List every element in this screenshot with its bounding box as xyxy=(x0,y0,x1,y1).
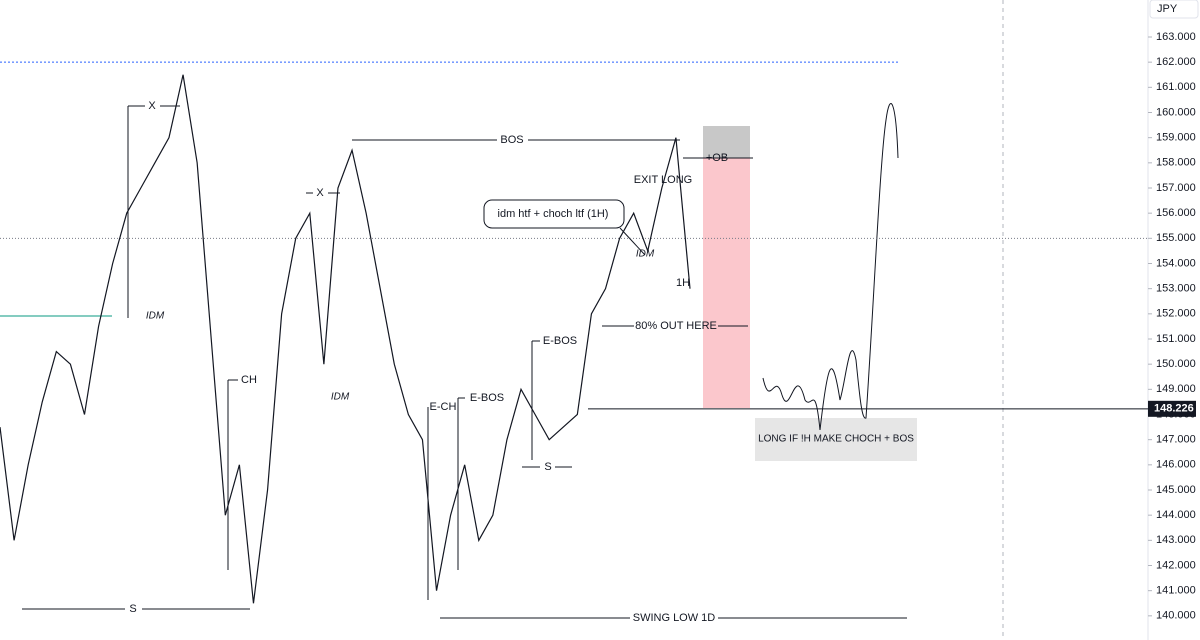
annotation: CH xyxy=(241,374,257,386)
annotation: E-CH xyxy=(430,401,457,413)
y-tick-label: 157.000 xyxy=(1156,182,1196,194)
y-tick-label: 161.000 xyxy=(1156,81,1196,93)
note-box xyxy=(755,418,917,461)
y-tick-label: 155.000 xyxy=(1156,232,1196,244)
y-tick-label: 141.000 xyxy=(1156,585,1196,597)
y-tick-label: 153.000 xyxy=(1156,283,1196,295)
annotation: +OB xyxy=(706,152,728,164)
annotation: E-BOS xyxy=(543,335,577,347)
annotation: X xyxy=(148,100,156,112)
annotation: idm htf + choch ltf (1H) xyxy=(498,208,609,220)
y-tick-label: 163.000 xyxy=(1156,31,1196,43)
y-tick-label: 159.000 xyxy=(1156,132,1196,144)
annotation: IDM xyxy=(636,249,655,260)
y-tick-label: 143.000 xyxy=(1156,534,1196,546)
annotation: SWING LOW 1D xyxy=(633,612,716,624)
target-zone xyxy=(703,158,750,408)
callout-box xyxy=(483,199,625,229)
annotation: S xyxy=(544,461,551,473)
y-tick-label: 152.000 xyxy=(1156,308,1196,320)
ob-zone xyxy=(703,126,750,158)
y-tick-label: 160.000 xyxy=(1156,106,1196,118)
y-tick-label: 151.000 xyxy=(1156,333,1196,345)
annotation: IDM xyxy=(331,392,350,403)
annotation: EXIT LONG xyxy=(634,174,692,186)
y-tick-label: 156.000 xyxy=(1156,207,1196,219)
projection-path xyxy=(762,103,899,431)
y-tick-label: 158.000 xyxy=(1156,157,1196,169)
price-line xyxy=(0,74,691,604)
y-tick-label: 142.000 xyxy=(1156,559,1196,571)
y-tick-label: 145.000 xyxy=(1156,484,1196,496)
y-tick-label: 140.000 xyxy=(1156,610,1196,622)
currency-button[interactable] xyxy=(1149,0,1199,19)
annotation: E-BOS xyxy=(470,392,504,404)
y-tick-label: 144.000 xyxy=(1156,509,1196,521)
y-tick-label: 154.000 xyxy=(1156,257,1196,269)
annotation: S xyxy=(129,603,136,615)
y-tick-label: 147.000 xyxy=(1156,434,1196,446)
currency-label: JPY xyxy=(1157,3,1178,15)
annotation: BOS xyxy=(500,134,523,146)
price-tag xyxy=(1148,400,1196,417)
y-tick-label: 162.000 xyxy=(1156,56,1196,68)
annotation: 1H xyxy=(676,277,690,289)
y-tick-label: 146.000 xyxy=(1156,459,1196,471)
annotation: IDM xyxy=(146,311,165,322)
y-tick-label: 149.000 xyxy=(1156,383,1196,395)
annotation: 80% OUT HERE xyxy=(635,320,717,332)
annotation: X xyxy=(316,187,324,199)
price-tag-label: 148.226 xyxy=(1154,403,1194,415)
y-tick-label: 150.000 xyxy=(1156,358,1196,370)
annotation: LONG IF !H MAKE CHOCH + BOS xyxy=(758,434,914,445)
